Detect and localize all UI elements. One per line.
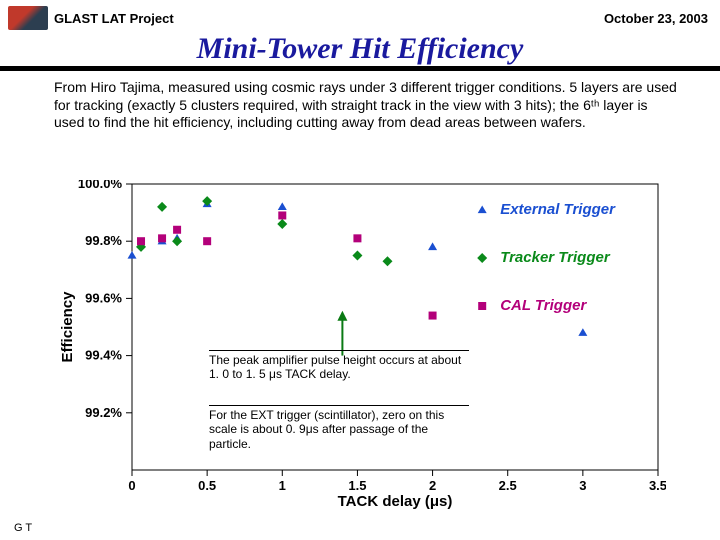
svg-text:External Trigger: External Trigger — [500, 201, 616, 218]
project-label: GLAST LAT Project — [54, 11, 174, 26]
footer-label: G T — [14, 522, 32, 534]
svg-text:99.2%: 99.2% — [85, 405, 122, 420]
header: GLAST LAT Project October 23, 2003 — [0, 0, 720, 30]
svg-text:0: 0 — [128, 478, 135, 493]
page-title: Mini-Tower Hit Efficiency — [0, 32, 720, 66]
chart-svg: 0 0.5 1 1.5 2 2.5 3 3.5 TACK delay (μs) 100.0% 99.… — [54, 180, 666, 510]
svg-text:0.5: 0.5 — [198, 478, 216, 493]
svg-text:1.5: 1.5 — [348, 478, 366, 493]
header-left: GLAST LAT Project — [8, 6, 174, 30]
svg-text:100.0%: 100.0% — [78, 180, 123, 191]
date-label: October 23, 2003 — [604, 11, 708, 26]
svg-text:Tracker Trigger: Tracker Trigger — [500, 249, 611, 266]
svg-text:99.4%: 99.4% — [85, 348, 122, 363]
svg-text:CAL Trigger: CAL Trigger — [500, 297, 587, 314]
svg-text:3.5: 3.5 — [649, 478, 666, 493]
svg-text:99.8%: 99.8% — [85, 233, 122, 248]
svg-text:99.6%: 99.6% — [85, 290, 122, 305]
note-ext: For the EXT trigger (scintillator), zero… — [209, 405, 469, 451]
svg-text:2.5: 2.5 — [499, 478, 517, 493]
glast-logo-icon — [8, 6, 48, 30]
svg-text:2: 2 — [429, 478, 436, 493]
svg-text:Efficiency: Efficiency — [59, 291, 76, 363]
svg-text:3: 3 — [579, 478, 586, 493]
efficiency-chart: 0 0.5 1 1.5 2 2.5 3 3.5 TACK delay (μs) 100.0% 99.… — [54, 180, 666, 510]
svg-text:TACK delay (μs): TACK delay (μs) — [338, 493, 453, 510]
svg-text:1: 1 — [279, 478, 286, 493]
note-peak: The peak amplifier pulse height occurs a… — [209, 350, 469, 382]
body-text: From Hiro Tajima, measured using cosmic … — [0, 71, 720, 132]
